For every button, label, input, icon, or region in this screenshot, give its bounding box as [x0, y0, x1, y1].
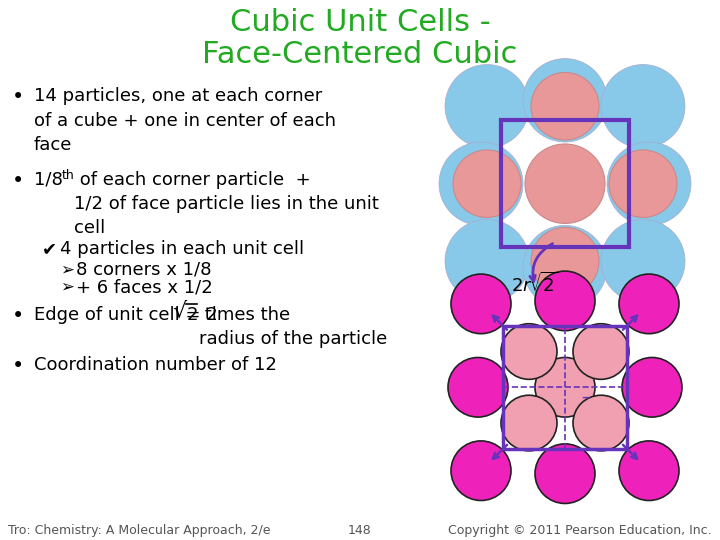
- Text: •: •: [12, 306, 24, 326]
- Text: $2r\sqrt{2}$: $2r\sqrt{2}$: [511, 272, 558, 296]
- Circle shape: [535, 271, 595, 330]
- Circle shape: [573, 324, 629, 379]
- Text: Cubic Unit Cells -: Cubic Unit Cells -: [230, 8, 490, 37]
- Text: ✔: ✔: [42, 240, 57, 258]
- Circle shape: [609, 150, 677, 218]
- Circle shape: [448, 357, 508, 417]
- Text: 8 corners x 1/8: 8 corners x 1/8: [76, 260, 212, 278]
- Circle shape: [619, 441, 679, 501]
- Text: Copyright © 2011 Pearson Education, Inc.: Copyright © 2011 Pearson Education, Inc.: [449, 524, 712, 537]
- Text: ➢: ➢: [60, 278, 74, 296]
- Circle shape: [622, 357, 682, 417]
- Bar: [503, 326, 627, 449]
- Text: ➢: ➢: [60, 260, 74, 278]
- Text: •: •: [12, 87, 24, 107]
- Text: 2: 2: [187, 306, 199, 324]
- Text: times the
radius of the particle: times the radius of the particle: [199, 306, 387, 348]
- Bar: [501, 120, 629, 247]
- Circle shape: [439, 142, 523, 225]
- Circle shape: [601, 219, 685, 303]
- Circle shape: [453, 150, 521, 218]
- Circle shape: [451, 274, 511, 334]
- Circle shape: [535, 444, 595, 503]
- Circle shape: [525, 144, 605, 224]
- Text: –: –: [581, 388, 589, 406]
- Circle shape: [573, 395, 629, 451]
- Text: √: √: [172, 302, 186, 322]
- Text: 1/8: 1/8: [34, 171, 63, 189]
- Text: •: •: [12, 171, 24, 191]
- Text: th: th: [62, 169, 75, 182]
- Text: 148: 148: [348, 524, 372, 537]
- Text: Edge of unit cell = 2: Edge of unit cell = 2: [34, 306, 217, 324]
- Text: 14 particles, one at each corner
of a cube + one in center of each
face: 14 particles, one at each corner of a cu…: [34, 87, 336, 154]
- Text: •: •: [12, 355, 24, 375]
- Circle shape: [523, 225, 607, 309]
- Circle shape: [601, 65, 685, 148]
- Text: of each corner particle  +
1/2 of face particle lies in the unit
cell: of each corner particle + 1/2 of face pa…: [74, 171, 379, 238]
- Text: Face-Centered Cubic: Face-Centered Cubic: [202, 40, 518, 69]
- Circle shape: [531, 227, 599, 295]
- Circle shape: [445, 65, 529, 148]
- Text: Coordination number of 12: Coordination number of 12: [34, 355, 277, 374]
- Circle shape: [535, 357, 595, 417]
- Circle shape: [445, 219, 529, 303]
- Circle shape: [619, 274, 679, 334]
- Circle shape: [501, 395, 557, 451]
- Text: + 6 faces x 1/2: + 6 faces x 1/2: [76, 278, 212, 296]
- Circle shape: [523, 58, 607, 142]
- Text: Tro: Chemistry: A Molecular Approach, 2/e: Tro: Chemistry: A Molecular Approach, 2/…: [8, 524, 271, 537]
- Circle shape: [607, 142, 691, 225]
- Circle shape: [451, 441, 511, 501]
- Circle shape: [501, 324, 557, 379]
- Text: 4 particles in each unit cell: 4 particles in each unit cell: [60, 240, 304, 258]
- Circle shape: [531, 72, 599, 140]
